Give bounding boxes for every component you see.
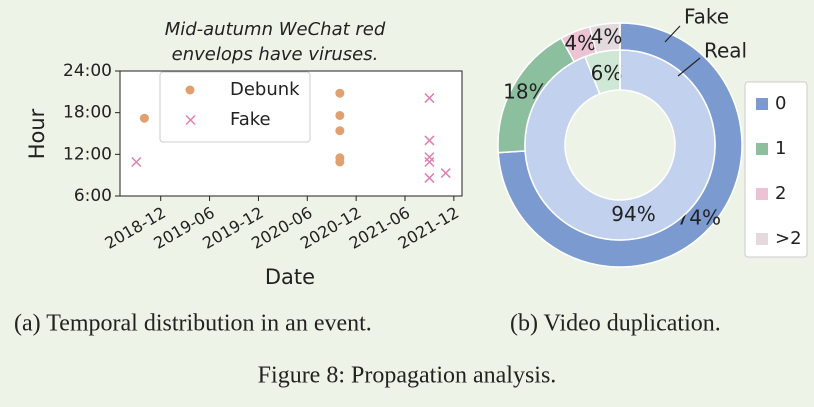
y-axis-label: Hour <box>25 108 49 159</box>
point <box>424 172 435 183</box>
y-tick-label: 12:00 <box>63 144 112 164</box>
legend-swatch <box>756 143 768 155</box>
annotation: Mid-autumn WeChat red <box>165 19 386 40</box>
point <box>424 152 435 163</box>
point <box>440 168 451 179</box>
legend-label: 0 <box>775 93 786 114</box>
legend-label: Fake <box>230 109 271 130</box>
point <box>131 156 142 168</box>
legend <box>744 81 808 258</box>
scatter-chart: 6:0012:0018:0024:002018-122019-062019-12… <box>63 61 463 253</box>
point <box>424 156 435 168</box>
legend-label: 1 <box>775 138 786 159</box>
point <box>335 126 345 136</box>
value-label: 6% <box>591 61 623 85</box>
legend-item: Fake <box>185 109 271 130</box>
point <box>424 135 435 146</box>
legend-label: >2 <box>775 228 802 249</box>
legend-item: Debunk <box>185 79 300 100</box>
series-label: Real <box>704 39 747 63</box>
caption: (b) Video duplication. <box>510 311 721 337</box>
legend-swatch <box>756 188 768 200</box>
legend-swatch <box>756 233 768 245</box>
legend-marker <box>185 114 196 126</box>
series-label: Fake <box>684 5 729 29</box>
point <box>424 93 435 104</box>
point <box>139 113 149 123</box>
pointer <box>664 25 681 43</box>
annotation: envelops have viruses. <box>172 44 379 65</box>
figure-caption: Figure 8: Propagation analysis. <box>258 363 557 389</box>
legend-label: 2 <box>775 183 786 204</box>
point <box>335 88 345 98</box>
x-axis-label: Date <box>265 265 315 289</box>
legend-label: Debunk <box>230 79 300 100</box>
y-tick-label: 18:00 <box>63 103 112 123</box>
value-label: 94% <box>611 202 655 226</box>
y-tick-label: 24:00 <box>63 61 112 81</box>
point <box>335 110 345 120</box>
legend-marker <box>185 85 195 95</box>
wedge <box>524 49 716 241</box>
value-label: 4% <box>564 31 596 55</box>
point <box>335 157 345 167</box>
pointer <box>677 57 701 77</box>
legend <box>159 71 311 143</box>
value-label: 4% <box>591 24 623 48</box>
caption: (a) Temporal distribution in an event. <box>14 311 372 337</box>
y-tick-label: 6:00 <box>74 186 112 206</box>
legend-swatch <box>756 98 768 110</box>
